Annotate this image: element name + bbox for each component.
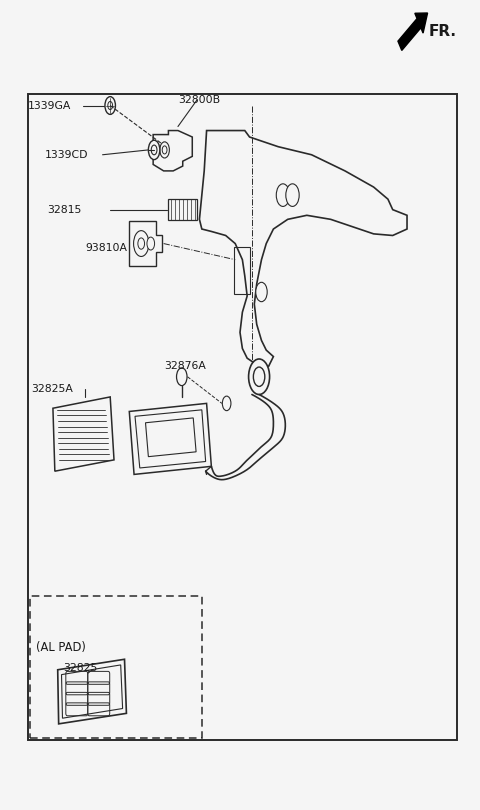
- Text: 93810A: 93810A: [85, 243, 127, 254]
- Bar: [168, 199, 197, 220]
- Text: 1339CD: 1339CD: [44, 150, 88, 160]
- Text: 32825: 32825: [63, 663, 98, 673]
- Text: FR.: FR.: [429, 23, 456, 39]
- FancyArrow shape: [398, 13, 428, 50]
- Circle shape: [162, 146, 167, 154]
- Circle shape: [253, 367, 265, 386]
- Circle shape: [138, 238, 144, 249]
- Circle shape: [147, 237, 155, 250]
- Circle shape: [177, 368, 187, 386]
- Text: 32876A: 32876A: [165, 361, 206, 371]
- Bar: [30, 596, 202, 738]
- Text: 32825A: 32825A: [31, 384, 73, 394]
- Circle shape: [256, 283, 267, 301]
- Circle shape: [222, 396, 231, 411]
- Text: 32800B: 32800B: [178, 95, 220, 104]
- Text: 32815: 32815: [47, 205, 81, 215]
- Circle shape: [105, 96, 116, 114]
- Circle shape: [276, 184, 289, 207]
- Circle shape: [108, 101, 113, 109]
- Text: (AL PAD): (AL PAD): [36, 641, 85, 654]
- Text: 1339GA: 1339GA: [28, 100, 71, 110]
- Bar: [234, 247, 250, 293]
- Circle shape: [160, 142, 169, 158]
- Circle shape: [148, 140, 160, 160]
- Bar: [28, 94, 457, 740]
- Circle shape: [151, 145, 157, 155]
- Circle shape: [286, 184, 299, 207]
- Circle shape: [249, 359, 270, 394]
- Circle shape: [133, 231, 149, 257]
